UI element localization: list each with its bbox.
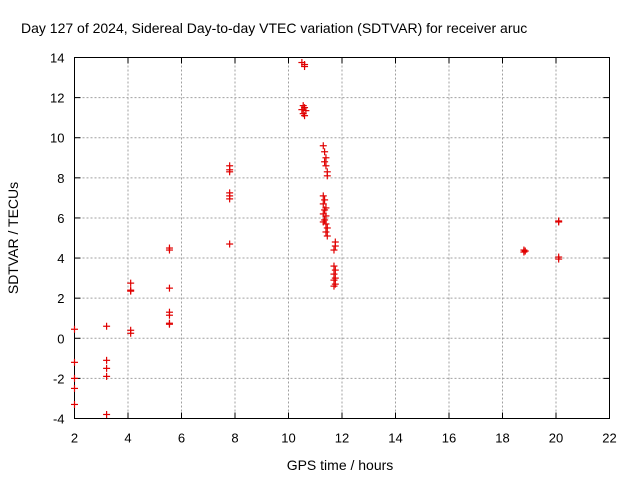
data-point bbox=[71, 358, 78, 366]
x-tick-labels: 2 4 6 8 10 12 14 16 18 20 22 bbox=[71, 431, 617, 446]
data-point bbox=[555, 255, 563, 263]
data-point bbox=[331, 242, 339, 250]
y-tick-label: 10 bbox=[50, 131, 64, 146]
y-tick-labels: -4 -2 0 2 4 6 8 10 12 14 bbox=[50, 51, 64, 427]
data-point bbox=[322, 162, 330, 170]
data-point bbox=[323, 172, 331, 180]
y-tick-label: 8 bbox=[57, 171, 64, 186]
data-point bbox=[165, 320, 173, 328]
x-tick-label: 8 bbox=[231, 431, 238, 446]
y-tick-label: 6 bbox=[57, 211, 64, 226]
data-point bbox=[322, 212, 330, 220]
grid bbox=[74, 57, 610, 419]
data-point bbox=[165, 284, 173, 292]
data-point bbox=[323, 224, 331, 232]
x-tick-label: 2 bbox=[71, 431, 78, 446]
data-point bbox=[298, 106, 306, 114]
x-tick-label: 10 bbox=[281, 431, 295, 446]
data-point bbox=[71, 384, 78, 392]
data-point bbox=[555, 218, 563, 226]
data-point bbox=[226, 195, 234, 203]
data-point bbox=[103, 410, 111, 418]
x-tick-label: 12 bbox=[335, 431, 349, 446]
x-tick-label: 20 bbox=[549, 431, 563, 446]
y-tick-label: 12 bbox=[50, 91, 64, 106]
data-point bbox=[103, 322, 111, 330]
data-point bbox=[330, 270, 338, 278]
y-tick-label: 4 bbox=[57, 251, 64, 266]
data-point bbox=[319, 192, 327, 200]
data-point bbox=[103, 356, 111, 364]
x-tick-label: 6 bbox=[178, 431, 185, 446]
x-tick-label: 4 bbox=[124, 431, 131, 446]
data-points bbox=[71, 59, 563, 418]
data-point bbox=[226, 168, 234, 176]
data-point bbox=[165, 311, 173, 319]
data-point bbox=[330, 246, 338, 254]
data-point bbox=[127, 279, 135, 287]
data-point bbox=[330, 262, 338, 270]
y-tick-label: 2 bbox=[57, 291, 64, 306]
data-point bbox=[71, 325, 78, 333]
x-axis-label: GPS time / hours bbox=[287, 457, 394, 473]
data-point bbox=[301, 112, 309, 120]
y-axis-label: SDTVAR / TECUs bbox=[5, 182, 21, 294]
data-point bbox=[322, 228, 330, 236]
x-tick-label: 18 bbox=[495, 431, 509, 446]
x-tick-label: 22 bbox=[602, 431, 616, 446]
y-tick-label: -2 bbox=[53, 371, 65, 386]
data-point bbox=[127, 287, 135, 295]
data-point bbox=[71, 374, 78, 382]
data-point bbox=[331, 266, 339, 274]
data-point bbox=[301, 63, 309, 71]
data-point bbox=[520, 248, 528, 256]
data-point bbox=[103, 364, 111, 372]
data-point bbox=[226, 240, 234, 248]
y-tick-label: 14 bbox=[50, 51, 64, 66]
x-tick-label: 16 bbox=[442, 431, 456, 446]
y-tick-label: -4 bbox=[53, 412, 65, 427]
data-point bbox=[71, 400, 78, 408]
data-point bbox=[322, 154, 330, 162]
data-point bbox=[322, 220, 330, 228]
data-point bbox=[321, 148, 329, 156]
data-point bbox=[330, 282, 338, 290]
data-point bbox=[319, 200, 327, 208]
data-point bbox=[165, 246, 173, 254]
data-point bbox=[323, 232, 331, 240]
data-point bbox=[321, 158, 329, 166]
y-tick-label: 0 bbox=[57, 331, 64, 346]
data-point bbox=[321, 206, 329, 214]
data-point bbox=[321, 196, 329, 204]
axis-ticks bbox=[74, 57, 610, 419]
data-point bbox=[127, 329, 135, 337]
data-point bbox=[319, 142, 327, 150]
data-point bbox=[521, 247, 529, 255]
chart-title: Day 127 of 2024, Sidereal Day-to-day VTE… bbox=[21, 20, 527, 36]
x-tick-label: 14 bbox=[388, 431, 402, 446]
data-point bbox=[330, 276, 338, 284]
data-point bbox=[103, 372, 111, 380]
